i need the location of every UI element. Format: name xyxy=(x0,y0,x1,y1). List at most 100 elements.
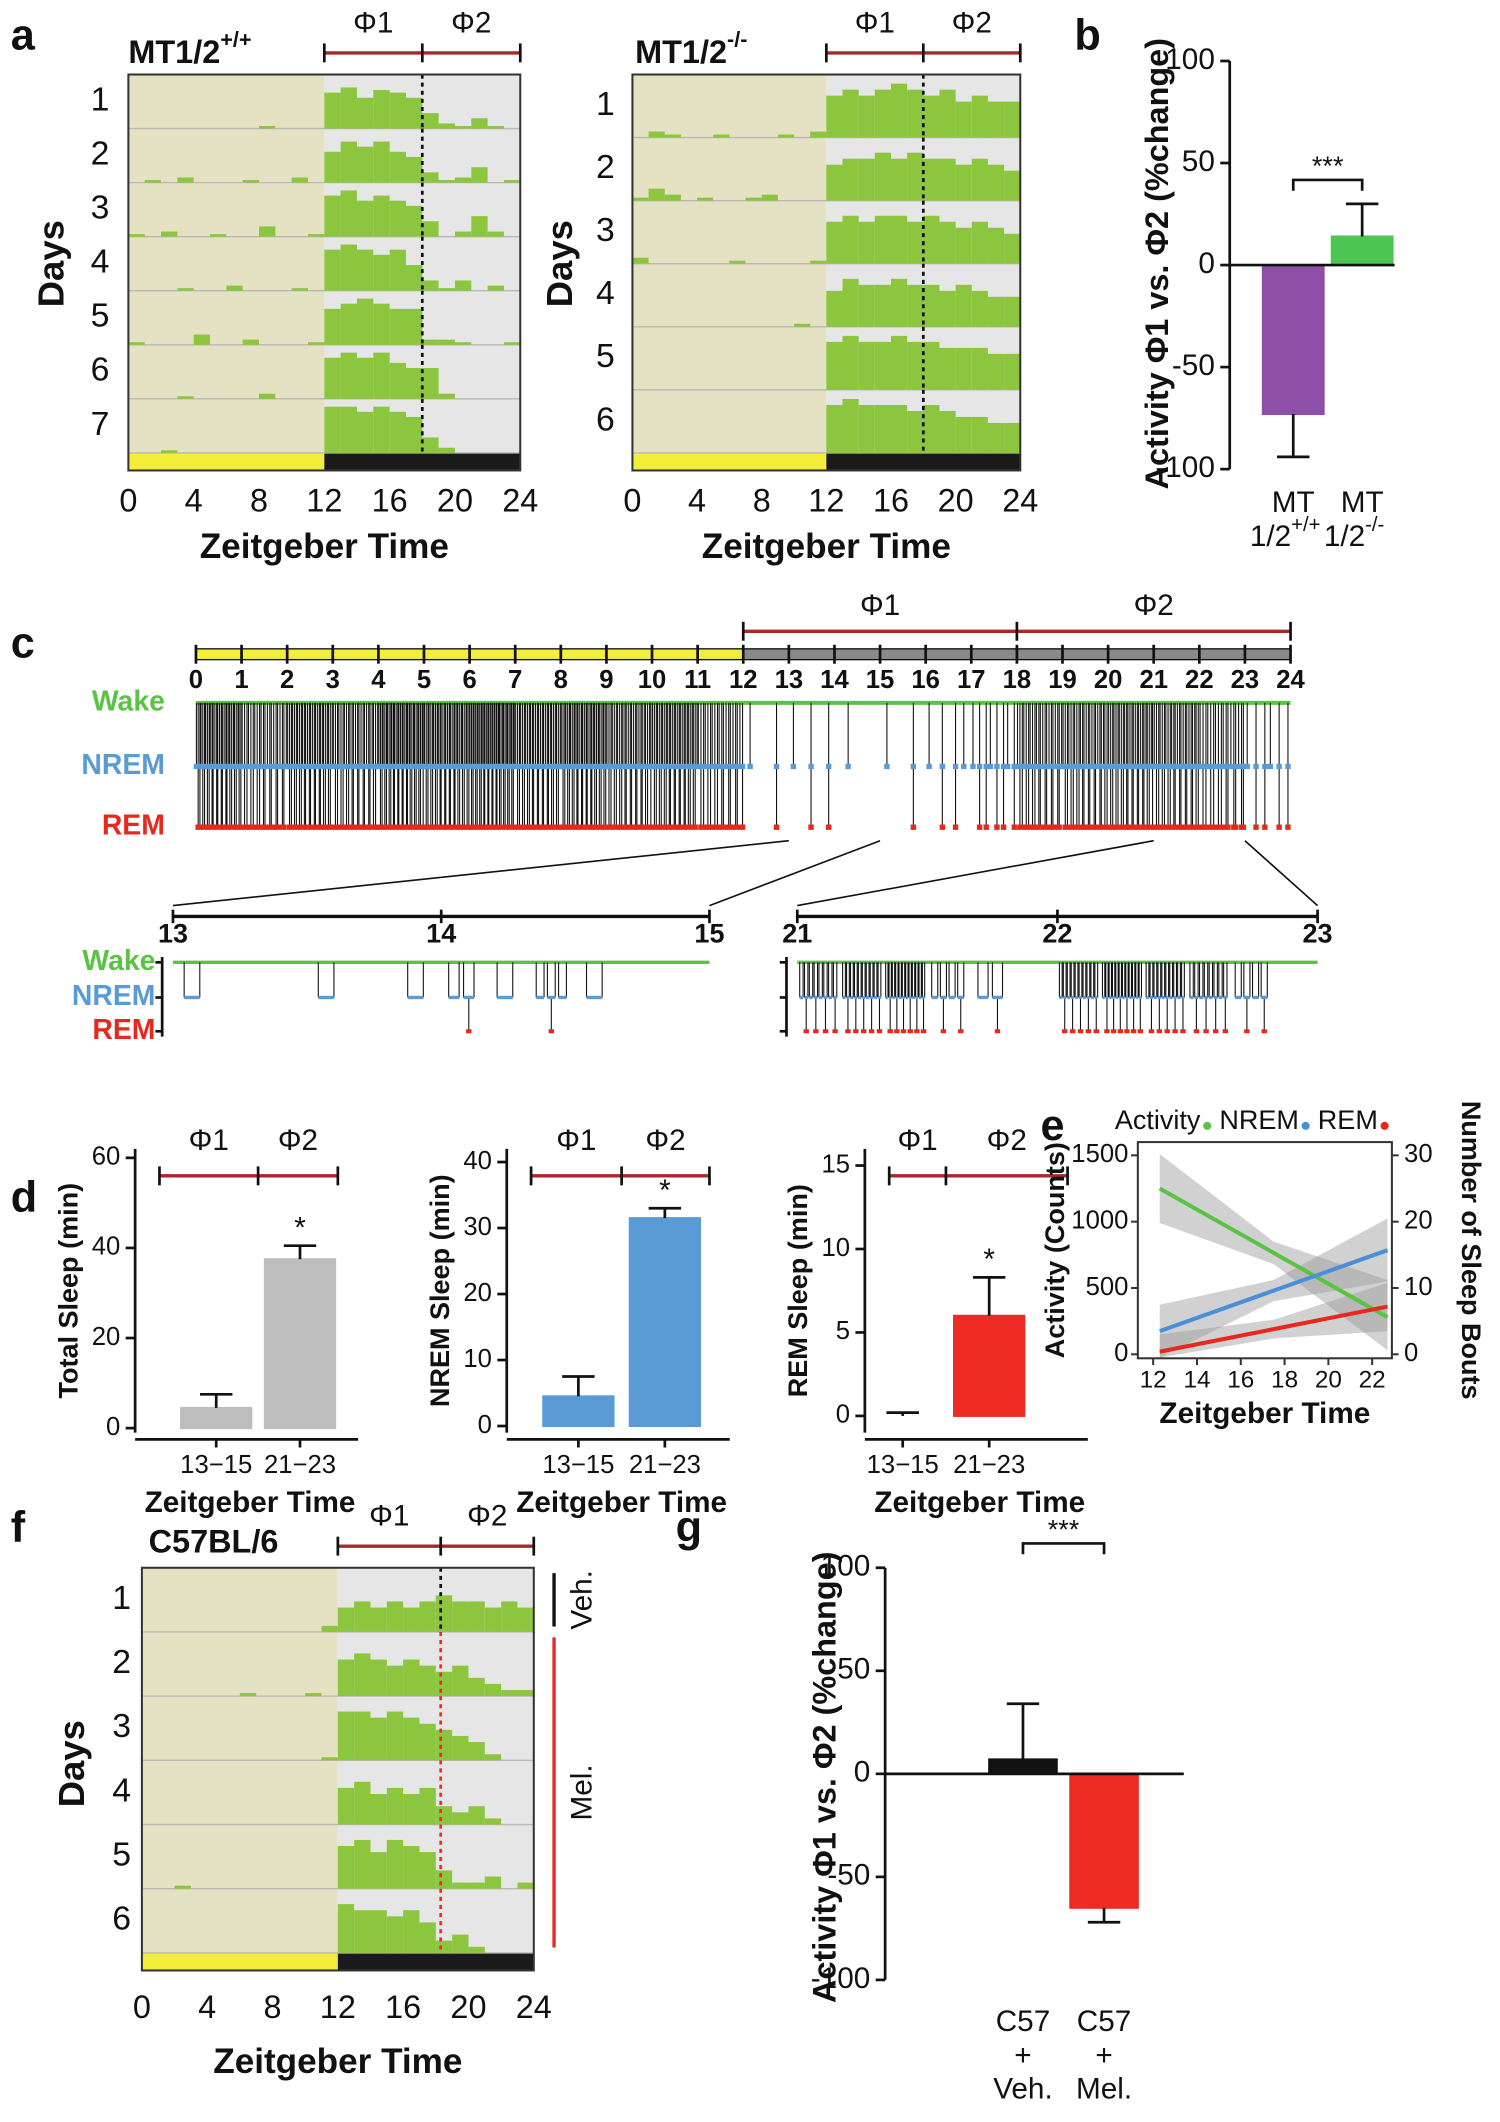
activity-bar xyxy=(174,1885,191,1889)
day-label: 4 xyxy=(112,1771,131,1809)
day-label: 7 xyxy=(91,405,110,443)
zoom-transitions xyxy=(842,962,882,1032)
y-tick-label: 500 xyxy=(1086,1273,1129,1301)
x-tick-label: 21−23 xyxy=(953,1451,1025,1479)
y-axis-label: Activity Φ1 vs. Φ2 (%change) xyxy=(807,1551,843,2002)
x-tick-label: 20 xyxy=(1094,666,1123,694)
activity-bar xyxy=(454,231,472,237)
y2-tick-label: 0 xyxy=(1404,1339,1418,1367)
confidence-band xyxy=(1159,1218,1388,1358)
activity-bar xyxy=(907,221,924,264)
x-tick-label: 24 xyxy=(1276,666,1305,694)
x-tick-label: 12 xyxy=(306,482,342,518)
activity-bar xyxy=(373,254,390,291)
y-tick-label: 0 xyxy=(106,1413,120,1441)
activity-bar xyxy=(890,278,908,327)
y-tick-label: 20 xyxy=(92,1323,121,1351)
dark-bar xyxy=(826,452,1021,471)
activity-bar xyxy=(503,180,521,183)
legend-swatch xyxy=(1380,1121,1389,1130)
activity-bar xyxy=(438,339,455,345)
activity-bar xyxy=(389,200,406,237)
x-tick-label: 5 xyxy=(417,666,431,694)
activity-bar xyxy=(664,194,681,201)
activity-bar xyxy=(939,221,956,264)
phase-label: Φ2 xyxy=(278,1124,318,1157)
state-label: REM xyxy=(102,810,165,842)
activity-bar xyxy=(874,215,891,264)
activity-bar xyxy=(354,1839,371,1889)
activity-bar xyxy=(403,1659,420,1697)
trend-line xyxy=(1158,1186,1389,1319)
x-tick-label: C57 xyxy=(1077,2005,1132,2038)
x-tick-label: 14 xyxy=(1183,1367,1210,1394)
y-tick-label: -50 xyxy=(1172,349,1215,382)
day-label: 1 xyxy=(596,85,615,123)
activity-bar xyxy=(468,1806,485,1825)
activity-bar xyxy=(939,410,956,453)
activity-bar xyxy=(468,1946,485,1953)
phase-label: Φ1 xyxy=(556,1124,596,1157)
activity-bar xyxy=(242,339,260,345)
x-axis-label: Zeitgeber Time xyxy=(1159,1397,1370,1430)
activity-bar xyxy=(422,280,439,291)
phase-label: Φ2 xyxy=(952,6,992,39)
activity-bar xyxy=(971,347,988,390)
activity-bar xyxy=(386,1711,404,1761)
y-tick-label: 0 xyxy=(478,1411,492,1439)
activity-bar xyxy=(907,410,924,453)
activity-bar xyxy=(987,101,1005,138)
x-tick-label: 12 xyxy=(1140,1367,1167,1394)
y-tick-label: -100 xyxy=(1155,451,1214,484)
activity-bar xyxy=(324,308,341,345)
x-tick-label: 8 xyxy=(263,1989,281,2025)
activity-bar xyxy=(987,296,1005,327)
activity-bar xyxy=(419,1852,436,1889)
activity-bar xyxy=(144,180,162,183)
activity-bar xyxy=(939,290,956,327)
activity-bar xyxy=(337,1607,355,1632)
y-tick-label: 0 xyxy=(854,1756,871,1789)
activity-bar xyxy=(955,284,972,327)
category-text: 1/2 xyxy=(1250,520,1291,553)
activity-bar xyxy=(389,411,406,453)
activity-bar xyxy=(403,1910,420,1953)
error-bar xyxy=(283,1244,317,1260)
y-tick-label: 1000 xyxy=(1071,1206,1128,1234)
activity-bar xyxy=(517,1607,534,1632)
x-axis-label: Zeitgeber Time xyxy=(145,1486,356,1519)
x-tick-label: 16 xyxy=(873,482,909,518)
activity-bar xyxy=(745,197,762,201)
x-axis-label: Zeitgeber Time xyxy=(874,1486,1085,1519)
activity-bar xyxy=(923,158,940,201)
day-label: 3 xyxy=(596,211,615,249)
activity-bar xyxy=(729,260,746,264)
activity-bar xyxy=(422,221,439,237)
activity-bar xyxy=(324,92,341,129)
activity-bar xyxy=(389,362,406,399)
x-tick-label: 0 xyxy=(189,666,203,694)
activity-bar xyxy=(907,284,924,327)
activity-bar xyxy=(340,406,357,453)
activity-bar xyxy=(890,404,908,453)
x-tick-label: 3 xyxy=(326,666,340,694)
zoom-tick-label: 22 xyxy=(1042,918,1072,948)
activity-bar xyxy=(386,1839,404,1889)
y-tick-label: 15 xyxy=(821,1150,850,1178)
activity-bar xyxy=(454,280,472,291)
y-tick-label: 40 xyxy=(463,1147,492,1175)
activity-bar xyxy=(337,1846,355,1889)
activity-bar xyxy=(842,278,859,327)
significance-label: *** xyxy=(1312,151,1344,181)
activity-bar xyxy=(161,231,178,237)
x-tick-label: 1/2-/- xyxy=(1324,514,1384,553)
x-tick-label: 22 xyxy=(1359,1367,1386,1394)
bar xyxy=(953,1314,1026,1417)
activity-bar xyxy=(403,1607,420,1632)
zoom-tick-label: 13 xyxy=(158,918,188,948)
zoom-transitions xyxy=(977,962,1004,1032)
activity-bar xyxy=(386,1601,404,1632)
x-tick-label: 24 xyxy=(516,1989,552,2025)
activity-bar xyxy=(356,411,374,453)
